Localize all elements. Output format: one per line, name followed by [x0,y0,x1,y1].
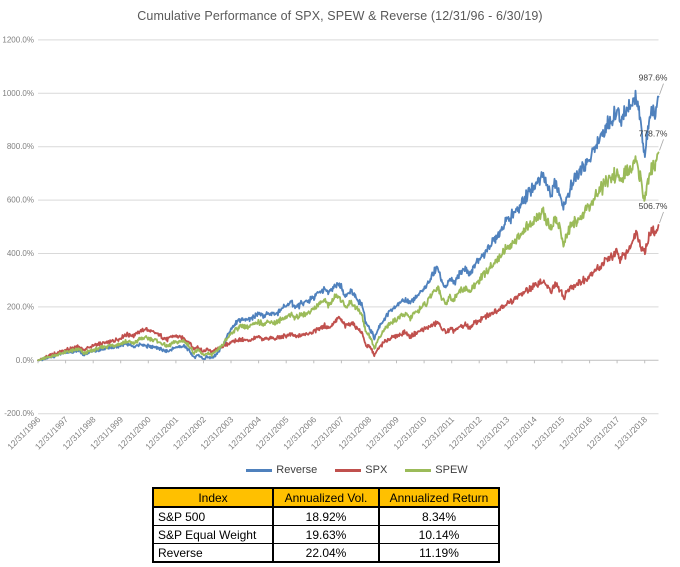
table-cell-index: Reverse [152,543,274,563]
y-axis-label: 200.0% [7,302,34,311]
summary-table-body: S&P 500 18.92% 8.34% S&P Equal Weight 19.63%… [152,506,500,563]
table-cell-value: 10.14% [378,525,500,544]
legend-item-spx: SPX [335,464,387,476]
summary-table-wrap: Index Annualized Vol. Annualized Return S&… [152,487,500,563]
table-row: S&P Equal Weight 19.63% 10.14% [152,525,500,544]
y-axis-label: 800.0% [7,142,34,151]
y-axis-label: -200.0% [4,409,34,418]
table-cell-index: S&P Equal Weight [152,525,274,544]
legend-item-reverse: Reverse [246,464,317,476]
table-header-cell: Annualized Return [378,487,500,508]
data-label-leader [659,211,664,224]
table-header-cell: Index [152,487,274,508]
table-cell-value: 8.34% [378,506,500,526]
chart-title: Cumulative Performance of SPX, SPEW & Re… [137,9,543,23]
series-line-spew [37,151,660,362]
table-cell-value: 11.19% [378,543,500,563]
table-cell-value: 18.92% [272,506,380,526]
legend-line-swatch [405,468,432,472]
series-end-label-spew: 778.7% [639,128,668,138]
table-row: Reverse 22.04% 11.19% [152,543,500,563]
series-end-label-reverse: 987.6% [639,73,668,83]
y-axis-label: 600.0% [7,196,34,205]
legend-item-spew: SPEW [405,464,468,476]
table-header-row: Index Annualized Vol. Annualized Return [152,487,500,508]
data-label-leader [659,83,664,95]
summary-table: Index Annualized Vol. Annualized Return S&… [152,487,500,563]
y-axis-label: 0.0% [16,356,34,365]
legend-label: SPEW [435,464,468,476]
legend-line-swatch [246,468,273,472]
summary-table-head: Index Annualized Vol. Annualized Return [152,487,500,508]
table-cell-value: 22.04% [272,543,380,563]
table-cell-value: 19.63% [272,525,380,544]
y-axis-label: 1000.0% [2,89,34,98]
legend-label: SPX [365,464,388,476]
y-axis-label: 1200.0% [2,35,34,44]
legend-line-swatch [335,468,362,472]
legend-label: Reverse [276,464,318,476]
legend: Reverse SPX SPEW [0,464,680,476]
y-axis-label: 400.0% [7,249,34,258]
data-label-leader [659,139,664,151]
series-line-spx [37,224,660,362]
series-end-label-spx: 506.7% [639,201,668,211]
table-header-cell: Annualized Vol. [272,487,380,508]
table-cell-index: S&P 500 [152,506,274,526]
series-line-reverse [37,89,660,362]
table-row: S&P 500 18.92% 8.34% [152,506,500,526]
performance-chart: 1200.0% 1000.0% 800.0% 600.0% 400.0% 200.0% 0.… [2,35,668,451]
